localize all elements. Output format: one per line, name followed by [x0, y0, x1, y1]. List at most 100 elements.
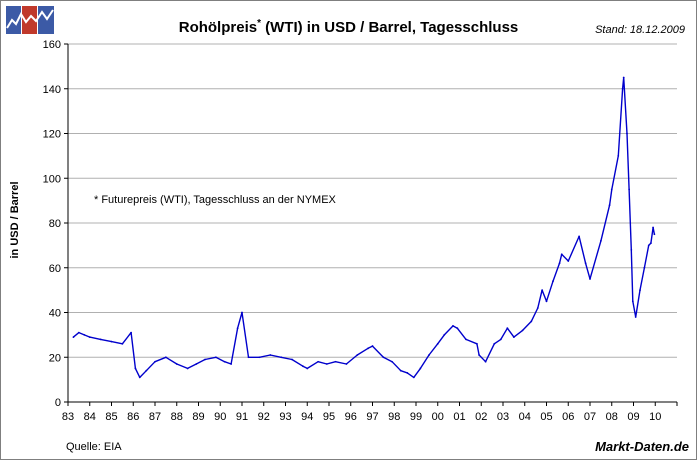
- price-line: [72, 76, 656, 379]
- data-point: [617, 154, 620, 157]
- x-tick-label: 07: [584, 411, 596, 423]
- data-point: [99, 338, 102, 341]
- data-point: [345, 363, 348, 365]
- data-point: [643, 266, 646, 269]
- data-point: [650, 242, 652, 245]
- x-tick-label: 96: [345, 411, 357, 423]
- data-point: [195, 363, 198, 365]
- data-point: [223, 360, 226, 363]
- data-point: [302, 365, 304, 368]
- data-point: [443, 333, 446, 336]
- data-point: [138, 376, 141, 379]
- data-point: [608, 204, 611, 207]
- data-point: [175, 363, 178, 365]
- data-point: [204, 358, 206, 361]
- data-point: [258, 356, 261, 359]
- y-tick-label: 20: [49, 352, 61, 364]
- data-point: [428, 354, 430, 356]
- chart-annotation: * Futurepreis (WTI), Tagesschluss an der…: [94, 194, 336, 206]
- x-tick-label: 86: [127, 411, 139, 423]
- data-point: [567, 260, 570, 262]
- data-point: [391, 360, 393, 363]
- data-point: [610, 188, 613, 191]
- data-point: [639, 289, 641, 292]
- x-tick-label: 94: [301, 411, 313, 423]
- data-point: [558, 262, 561, 265]
- data-point: [419, 367, 422, 370]
- data-point: [484, 360, 487, 363]
- data-point: [465, 338, 467, 341]
- y-tick-label: 80: [49, 218, 61, 230]
- x-tick-label: 95: [323, 411, 335, 423]
- data-point: [506, 327, 509, 330]
- data-point: [334, 360, 337, 363]
- data-point: [83, 333, 86, 336]
- data-point: [247, 356, 250, 359]
- data-point: [121, 342, 124, 345]
- data-point: [521, 329, 524, 332]
- data-point: [164, 356, 167, 359]
- data-point: [72, 336, 75, 339]
- x-tick-label: 97: [366, 411, 378, 423]
- y-tick-label: 160: [43, 39, 61, 51]
- data-point: [647, 244, 650, 247]
- data-point: [476, 342, 478, 345]
- data-point: [599, 240, 602, 242]
- data-point: [493, 342, 496, 345]
- data-point: [545, 300, 548, 303]
- y-tick-label: 0: [55, 397, 61, 409]
- data-point: [622, 76, 625, 79]
- data-point: [631, 300, 634, 303]
- data-point: [382, 356, 385, 359]
- brand-label: Markt-Daten.de: [595, 439, 689, 454]
- x-tick-label: 01: [453, 411, 465, 423]
- x-tick-label: 90: [214, 411, 226, 423]
- x-tick-label: 93: [279, 411, 291, 423]
- y-tick-label: 120: [43, 129, 61, 141]
- data-point: [452, 325, 454, 327]
- data-point: [536, 307, 539, 309]
- data-point: [145, 369, 148, 372]
- data-point: [530, 320, 533, 323]
- data-point: [367, 347, 370, 350]
- x-tick-label: 00: [432, 411, 444, 423]
- data-point: [653, 233, 656, 236]
- x-tick-label: 03: [497, 411, 509, 423]
- data-point: [325, 363, 328, 365]
- x-tick-label: 09: [627, 411, 639, 423]
- data-point: [652, 226, 654, 229]
- source-label: Quelle: EIA: [66, 441, 122, 453]
- x-tick-label: 88: [171, 411, 183, 423]
- x-tick-label: 05: [540, 411, 552, 423]
- data-point: [77, 331, 80, 334]
- data-point: [110, 340, 113, 343]
- y-tick-label: 140: [43, 84, 61, 96]
- data-point: [412, 376, 415, 379]
- x-tick-label: 98: [388, 411, 400, 423]
- data-point: [628, 188, 631, 191]
- y-tick-label: 100: [43, 173, 61, 185]
- data-point: [406, 372, 409, 374]
- logo: [6, 6, 54, 34]
- x-tick-label: 89: [192, 411, 204, 423]
- data-point: [630, 248, 633, 251]
- data-point: [241, 311, 243, 314]
- data-point: [215, 356, 217, 359]
- data-point: [552, 280, 554, 283]
- data-point: [88, 336, 91, 339]
- data-point: [399, 369, 402, 372]
- data-point: [280, 356, 283, 359]
- data-point: [541, 289, 544, 292]
- x-tick-label: 87: [149, 411, 161, 423]
- data-point: [306, 367, 309, 370]
- data-point: [436, 342, 439, 345]
- x-tick-label: 99: [410, 411, 422, 423]
- data-point: [584, 262, 587, 265]
- chart-title: Rohölpreis* (WTI) in USD / Barrel, Tages…: [178, 18, 519, 36]
- x-tick-label: 02: [475, 411, 487, 423]
- data-point: [456, 327, 459, 330]
- data-point: [626, 132, 628, 135]
- y-tick-label: 60: [49, 263, 61, 275]
- x-tick-label: 08: [606, 411, 618, 423]
